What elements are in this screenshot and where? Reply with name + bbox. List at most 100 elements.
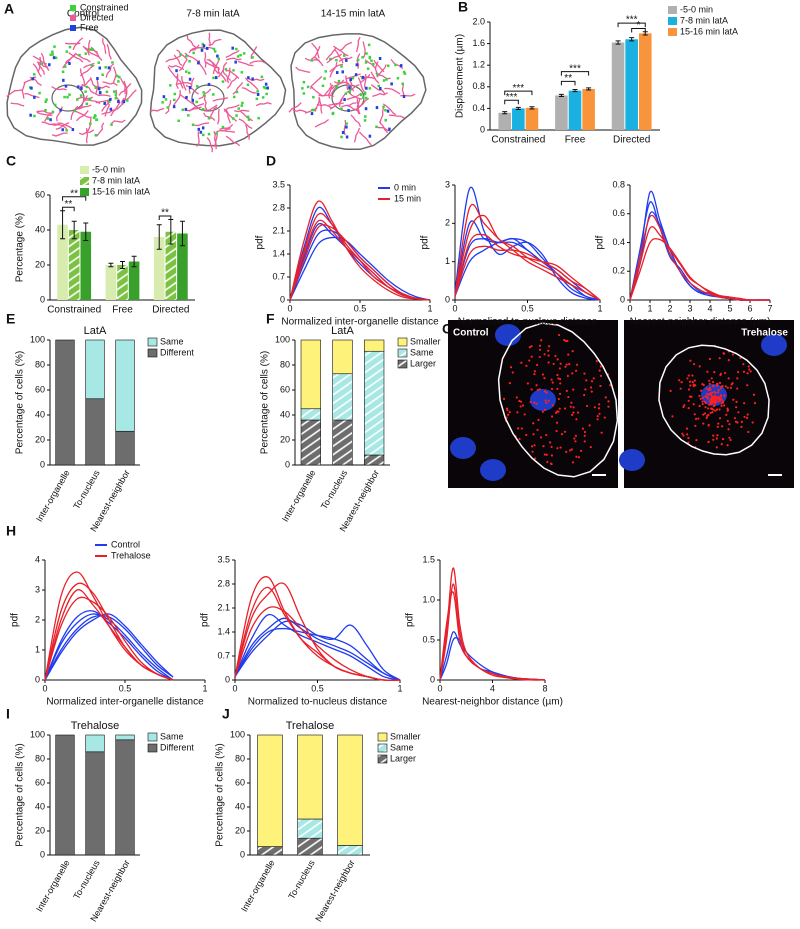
puncta [707,407,710,410]
bar-segment [85,339,105,400]
scale-bar [592,474,606,476]
track [338,41,353,52]
puncta [574,440,577,443]
x-axis-label: Normalized inter-organelle distance [281,317,439,328]
track [402,95,406,99]
y-tick-label: 1.0 [422,594,435,604]
cell-outline [149,29,287,147]
error-bar [179,220,185,247]
track [197,127,201,131]
track [310,85,324,97]
curve [234,582,401,681]
track [54,56,58,60]
track [288,102,302,113]
puncta [551,415,554,418]
significance-bracket [62,196,87,201]
bar-segment [300,419,321,466]
y-tick-label: 1 [445,256,450,266]
puncta [567,395,570,399]
puncta [519,400,523,403]
track [343,54,346,57]
puncta [600,431,603,434]
track [330,82,340,95]
track [80,86,83,90]
track [10,102,25,107]
track [353,127,361,143]
track [77,85,80,89]
legend-swatch [668,28,677,36]
track [379,87,382,91]
x-axis-label: Normalized to-nucleus distance [248,697,388,708]
y-axis-label: Percentage (%) [15,213,26,282]
track [98,66,102,70]
error-bar [629,37,635,42]
puncta [558,392,562,395]
puncta [689,384,692,387]
legend-label: Same [160,731,184,741]
puncta [711,391,714,394]
track [203,95,208,111]
y-tick-label: 0 [285,459,290,469]
legend-label: Free [80,22,99,32]
track [212,76,215,80]
y-tick-label: 20 [35,259,45,269]
track [234,60,237,64]
bar-segment [85,751,105,856]
bar [638,33,652,131]
track [357,77,365,93]
track [181,108,185,112]
y-tick-label: 2 [445,218,450,228]
track [73,109,77,113]
y-axis-label: pdf [200,613,211,627]
puncta [694,417,698,420]
track [368,134,372,138]
y-tick-label: 0.8 [612,179,625,189]
puncta [528,359,531,362]
error-bar [502,111,508,115]
y-tick-label: 100 [30,334,45,344]
track [384,119,387,122]
track [384,87,401,95]
significance-bracket [504,90,533,96]
track [94,92,111,97]
puncta [596,415,599,418]
bar [582,88,595,130]
y-tick-label: 0 [445,294,450,304]
track [79,94,83,97]
puncta [585,404,589,408]
x-tick-label: 4 [707,303,712,313]
puncta [550,462,553,466]
track [75,98,79,101]
track [206,137,213,153]
track [329,98,343,110]
y-tick-label: 3.5 [217,554,230,564]
track [309,75,323,90]
puncta [566,339,569,343]
puncta [721,385,724,388]
puncta [604,396,607,399]
puncta [565,389,568,393]
puncta [706,414,709,417]
track [377,84,380,88]
puncta [597,407,601,410]
track [237,60,254,67]
puncta [729,386,732,389]
x-tick-label: Inter-organelle [280,468,318,523]
y-tick-label: 60 [35,777,45,787]
track [61,128,64,132]
legend-label: 15-16 min latA [680,26,738,36]
puncta [571,350,574,353]
track [59,108,62,112]
track [84,99,101,105]
x-tick-label: 0 [437,683,442,693]
track [24,93,40,99]
puncta [589,386,593,389]
puncta [583,393,586,397]
track [68,52,84,63]
x-tick-label: 0.5 [311,683,324,693]
track [31,77,35,81]
track [204,52,207,68]
error-bar [108,262,114,268]
puncta [726,386,729,389]
track [324,70,327,73]
